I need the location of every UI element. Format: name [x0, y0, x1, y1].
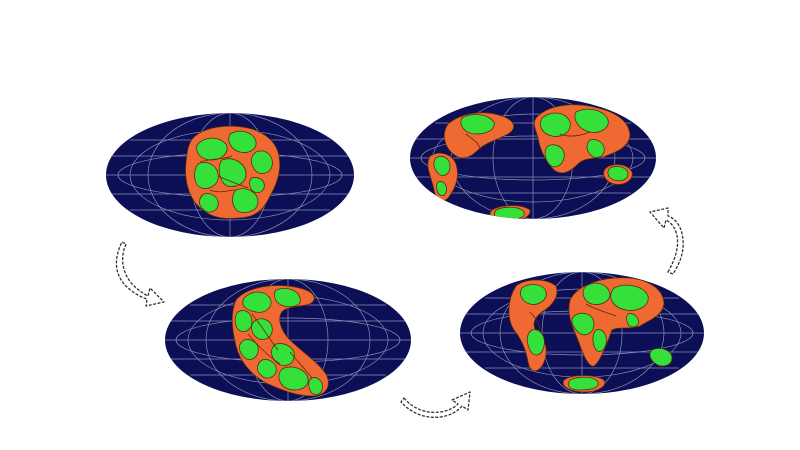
arrow-right-up-icon [400, 391, 471, 418]
cycle-arrows [115, 207, 684, 418]
globe-stage-3 [460, 272, 704, 394]
continents [508, 277, 673, 393]
arrow-down-right-icon [115, 241, 165, 307]
globe-stage-1 [106, 113, 354, 237]
globe-stage-2 [165, 279, 411, 401]
arrow-up-left-icon [649, 207, 684, 275]
pangaea-landmass [231, 285, 329, 397]
globe-stage-4 [410, 97, 656, 219]
supercontinent-landmass [185, 125, 281, 219]
